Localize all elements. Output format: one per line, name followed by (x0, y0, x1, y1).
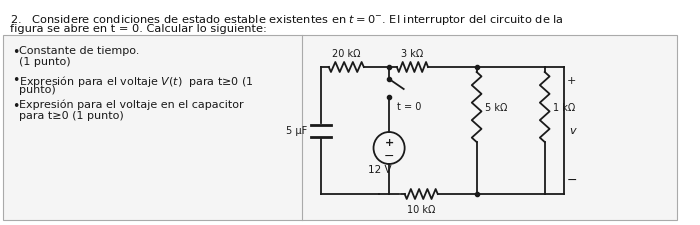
Text: t = 0: t = 0 (397, 101, 421, 112)
Text: •: • (12, 74, 19, 87)
Text: para t≥0 (1 punto): para t≥0 (1 punto) (20, 110, 124, 120)
Text: •: • (12, 99, 19, 112)
Text: 10 kΩ: 10 kΩ (407, 204, 435, 214)
Text: •: • (12, 46, 19, 59)
Text: v: v (569, 126, 575, 136)
Text: −: − (567, 173, 577, 186)
Text: Constante de tiempo.: Constante de tiempo. (20, 46, 140, 56)
Text: punto): punto) (20, 85, 56, 94)
Text: 3 kΩ: 3 kΩ (401, 49, 424, 59)
FancyBboxPatch shape (3, 36, 677, 220)
Text: Expresión para el voltaje en el capacitor: Expresión para el voltaje en el capacito… (20, 99, 244, 110)
Text: −: − (384, 149, 394, 162)
Text: 20 kΩ: 20 kΩ (332, 49, 361, 59)
Text: 5 kΩ: 5 kΩ (485, 103, 508, 112)
Text: figura se abre en t = 0. Calcular lo siguiente:: figura se abre en t = 0. Calcular lo sig… (10, 24, 267, 34)
Text: 2.   Considere condiciones de estado estable existentes en $t = 0^{-}$. El inter: 2. Considere condiciones de estado estab… (10, 13, 564, 27)
Text: Expresión para el voltaje $V(t)$  para t≥0 (1: Expresión para el voltaje $V(t)$ para t≥… (20, 74, 254, 89)
Text: 1 kΩ: 1 kΩ (554, 103, 575, 112)
Text: 5 μF: 5 μF (286, 126, 307, 136)
Text: (1 punto): (1 punto) (20, 57, 71, 67)
Text: +: + (567, 76, 577, 86)
Text: +: + (384, 137, 393, 147)
Text: 12 V: 12 V (368, 164, 391, 174)
